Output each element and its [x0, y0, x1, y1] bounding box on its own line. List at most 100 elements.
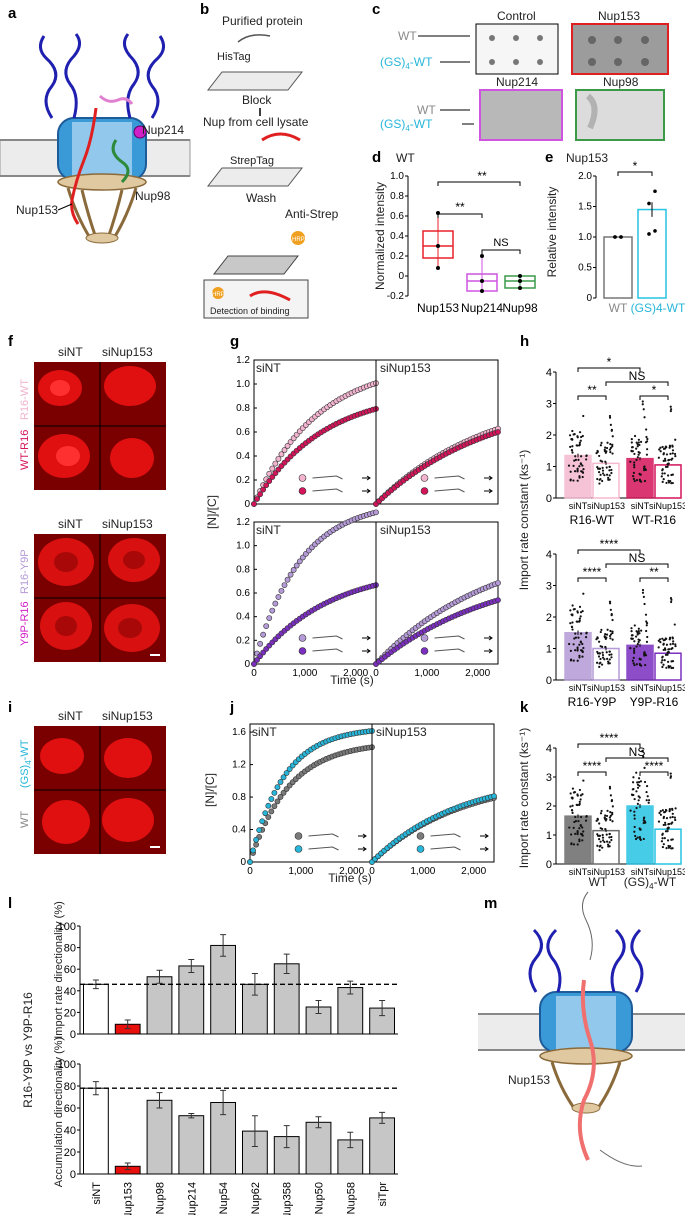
k-point-1 [608, 845, 611, 848]
h-top-point-3 [667, 479, 670, 482]
h-bot-point-1 [600, 663, 604, 666]
k-point-3 [667, 823, 670, 826]
panel-k-letter: k [520, 699, 529, 716]
k-point-2 [634, 834, 637, 838]
h-bot-point-2 [636, 642, 639, 646]
k-point-3 [674, 818, 677, 822]
h-bot-point-0 [579, 615, 582, 618]
g-bot-sint-xtick: 2,000 [343, 668, 368, 679]
h-top-point-1 [608, 465, 611, 468]
h-top-group-1: WT-R16 [632, 513, 676, 527]
h-bot-point-3 [669, 597, 673, 600]
k-point-0 [571, 811, 574, 814]
h-bot-point-0 [571, 613, 574, 616]
h-bot-point-1 [604, 645, 607, 649]
h-top-point-3 [660, 475, 663, 478]
h-top-point-2 [633, 479, 636, 483]
l-err-0-siTpr [379, 1000, 386, 1017]
step-wash: Wash [246, 191, 276, 205]
k-point-2 [642, 755, 645, 758]
h-bot-point-1 [601, 653, 605, 657]
h-top-point-2 [639, 473, 642, 476]
l-err-1-siNup54 [220, 1089, 227, 1116]
f-col-sinup153-2: siNup153 [102, 517, 153, 531]
h-bot-point-2 [632, 662, 635, 665]
h-top-point-2 [635, 441, 638, 444]
h-bot-point-0 [574, 636, 578, 639]
h-bot-point-1 [610, 656, 613, 659]
k-point-0 [581, 839, 584, 842]
d-xtick-Nup153: Nup153 [417, 301, 459, 315]
l-ytick-1: 100 [58, 1059, 76, 1071]
g-bot-sint-ytick: 0.8 [236, 564, 250, 575]
k-point-0 [572, 791, 576, 794]
h-bot-point-2 [637, 629, 640, 633]
j-sint-xtick: 2,000 [339, 866, 364, 877]
j-sub-sinup153: siNup153 [376, 725, 427, 739]
h-top-point-0 [581, 434, 584, 438]
h-top-point-0 [585, 454, 588, 458]
h-bot-point-1 [603, 658, 606, 661]
h-bot-point-0 [584, 636, 588, 639]
h-bot-point-0 [571, 604, 574, 607]
h-bot-point-3 [668, 636, 672, 639]
h-bot-point-3 [658, 638, 662, 641]
d-point-Nup98 [518, 274, 522, 278]
h-bot-point-1 [597, 640, 601, 643]
k-point-2 [646, 795, 649, 798]
k-point-3 [668, 810, 671, 813]
h-bot-point-0 [576, 646, 579, 649]
h-top-point-3 [670, 482, 673, 485]
d-point-Nup214 [480, 289, 484, 293]
h-top-point-1 [608, 478, 611, 481]
d-xtick-Nup214: Nup214 [461, 301, 503, 315]
k-point-1 [608, 832, 611, 836]
k-ytick: 3 [546, 772, 552, 784]
l-err-0-siNT [92, 979, 99, 990]
e-bar-0 [603, 236, 633, 299]
l-err-1-siNup358 [283, 1125, 290, 1149]
g-top-sinup153-legend-arrow-WT-R16 [484, 488, 493, 494]
k-point-0 [568, 826, 571, 829]
k-point-0 [576, 831, 579, 834]
g-bot-sint-xtick: 0 [251, 668, 257, 679]
g-bot-sint-ytick: 1.2 [236, 517, 250, 528]
g-top-sint-point-WT-R16 [266, 478, 273, 484]
chart-d: 1.0 0.8 0.6 0.4 0.2 0 -0.2 Nup153 Nup214 Nup98 ** *… [387, 169, 538, 315]
h-bot-point-1 [598, 665, 601, 668]
h-bot-ytick: 4 [546, 549, 552, 561]
j-sinup153-legend-glyph-(GS)4-WT [430, 846, 461, 851]
h-top-xtick-0: siNT [569, 501, 588, 511]
h-top-point-3 [669, 409, 672, 413]
h-bot-point-3 [669, 643, 672, 646]
k-point-2 [643, 766, 646, 769]
h-bot-point-3 [657, 646, 660, 649]
j-sint-xtick: 0 [247, 866, 253, 877]
h-top-point-0 [581, 464, 584, 467]
k-point-1 [598, 848, 601, 852]
k-point-2 [636, 781, 639, 784]
h-top-bar-1 [592, 462, 620, 499]
j-sint-legend-glyph-(GS)4-WT [308, 846, 339, 851]
g-top-sinup153-frame [375, 359, 499, 505]
g-top-sint-point-WT-R16 [269, 474, 276, 480]
h-top-point-3 [659, 446, 662, 449]
k-point-3 [660, 840, 664, 843]
g-bot-sinup153-legend-marker-Y9P-R16 [420, 647, 429, 655]
e-point-1 [647, 232, 651, 236]
h-bot-group-1: Y9P-R16 [630, 695, 679, 709]
h-bot-bar-0 [564, 632, 592, 681]
h-top-point-1 [606, 441, 609, 444]
k-point-0 [571, 787, 574, 790]
h-bot-point-2 [629, 647, 632, 650]
step-nup-lysate: Nup from cell lysate [203, 115, 309, 129]
h-bot-point-3 [670, 660, 673, 663]
k-bar-2 [626, 805, 654, 865]
l-err-1-siNup62 [251, 1115, 258, 1147]
h-bot-bar-3 [654, 652, 682, 681]
k-point-3 [661, 832, 664, 835]
panel-f-letter: f [8, 333, 14, 350]
g-bot-sinup153-point-R16-Y9P [495, 580, 501, 586]
h-top-point-1 [601, 472, 605, 475]
k-point-1 [608, 816, 611, 819]
